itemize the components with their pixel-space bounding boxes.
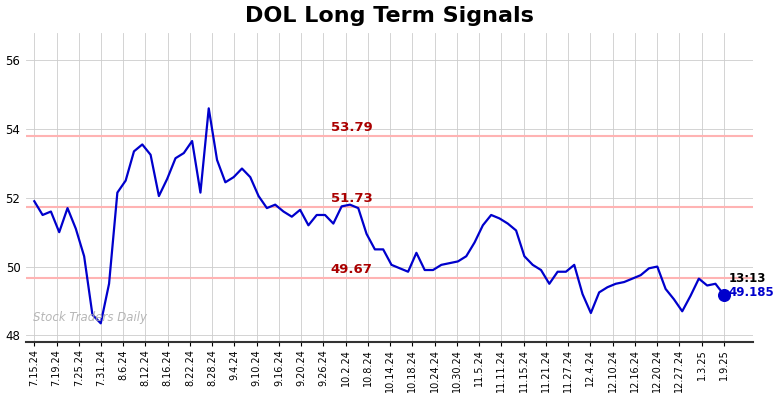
Text: 49.67: 49.67 [331,263,372,275]
Text: 13:13: 13:13 [729,271,766,285]
Title: DOL Long Term Signals: DOL Long Term Signals [245,6,534,25]
Text: Stock Traders Daily: Stock Traders Daily [33,311,147,324]
Point [717,291,730,298]
Text: 53.79: 53.79 [331,121,372,134]
Text: 51.73: 51.73 [331,192,372,205]
Text: 49.185: 49.185 [729,286,775,299]
